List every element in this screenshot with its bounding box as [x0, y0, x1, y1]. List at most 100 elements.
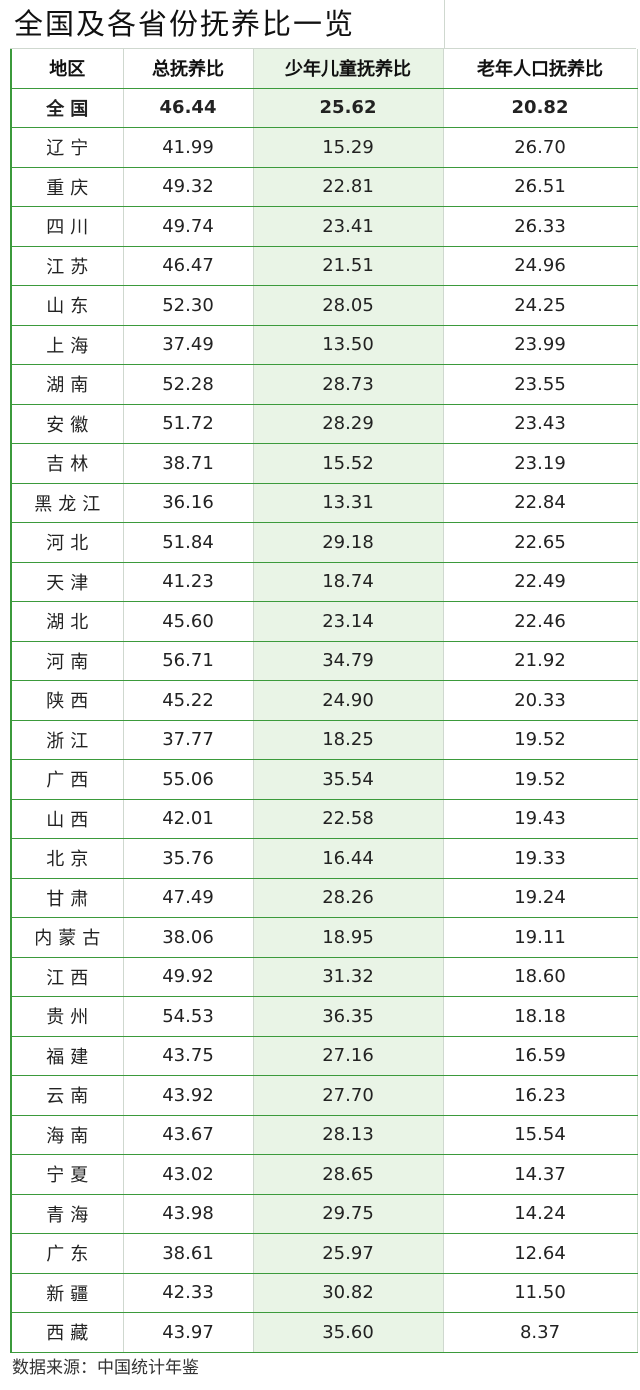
cell-total: 38.06	[123, 917, 254, 958]
table-row: 浙江 37.77 18.25 19.52	[10, 720, 638, 760]
cell-child-ratio: 15.52	[253, 443, 444, 484]
cell-region: 河南	[10, 641, 124, 681]
cell-elderly-ratio: 26.33	[443, 206, 638, 247]
cell-elderly-ratio: 19.43	[443, 799, 638, 839]
cell-child-ratio: 25.97	[253, 1233, 444, 1274]
empty-cell	[444, 0, 636, 48]
cell-region: 广西	[10, 759, 124, 800]
cell-elderly-ratio: 23.43	[443, 404, 638, 444]
cell-total: 37.77	[123, 720, 254, 760]
table-row: 青海 43.98 29.75 14.24	[10, 1194, 638, 1234]
cell-region: 四川	[10, 206, 124, 247]
cell-total: 51.72	[123, 404, 254, 444]
cell-total: 38.61	[123, 1233, 254, 1274]
cell-region: 山西	[10, 799, 124, 839]
cell-elderly-ratio: 19.11	[443, 917, 638, 958]
cell-total: 52.30	[123, 285, 254, 326]
cell-elderly-ratio: 19.24	[443, 878, 638, 918]
table-row: 辽宁 41.99 15.29 26.70	[10, 127, 638, 168]
cell-elderly-ratio: 12.64	[443, 1233, 638, 1274]
cell-region: 海南	[10, 1115, 124, 1155]
cell-region: 贵州	[10, 996, 124, 1037]
cell-region: 安徽	[10, 404, 124, 444]
cell-region: 吉林	[10, 443, 124, 484]
cell-total: 54.53	[123, 996, 254, 1037]
dependency-ratio-table: 地区 总抚养比 少年儿童抚养比 老年人口抚养比 全国 46.44 25.62 20.8…	[10, 49, 638, 1353]
cell-total: 45.60	[123, 601, 254, 642]
table-row: 江苏 46.47 21.51 24.96	[10, 246, 638, 286]
cell-child-ratio: 28.05	[253, 285, 444, 326]
cell-total: 36.16	[123, 483, 254, 523]
cell-elderly-ratio: 14.37	[443, 1154, 638, 1195]
cell-region: 新疆	[10, 1273, 124, 1313]
table-row: 吉林 38.71 15.52 23.19	[10, 443, 638, 484]
cell-child-ratio: 22.81	[253, 167, 444, 207]
cell-elderly-ratio: 22.65	[443, 522, 638, 563]
cell-elderly-ratio: 20.33	[443, 680, 638, 721]
cell-total: 49.74	[123, 206, 254, 247]
cell-region: 湖北	[10, 601, 124, 642]
table-row: 北京 35.76 16.44 19.33	[10, 838, 638, 879]
table-row: 广西 55.06 35.54 19.52	[10, 759, 638, 800]
cell-child-ratio: 36.35	[253, 996, 444, 1037]
cell-total: 35.76	[123, 838, 254, 879]
table-row: 新疆 42.33 30.82 11.50	[10, 1273, 638, 1313]
table-row: 山东 52.30 28.05 24.25	[10, 285, 638, 326]
column-header-elderly: 老年人口抚养比	[443, 49, 638, 89]
cell-child-ratio: 18.74	[253, 562, 444, 602]
spreadsheet: 全国及各省份抚养比一览 地区 总抚养比 少年儿童抚养比 老年人口抚养比 全国 46…	[10, 0, 638, 1353]
source-note: 数据来源：中国统计年鉴	[12, 1358, 199, 1378]
cell-total: 43.98	[123, 1194, 254, 1234]
cell-elderly-ratio: 24.96	[443, 246, 638, 286]
cell-total: 43.75	[123, 1036, 254, 1076]
cell-region: 云南	[10, 1075, 124, 1116]
cell-region: 黑龙江	[10, 483, 124, 523]
cell-region: 天津	[10, 562, 124, 602]
cell-child-ratio: 15.29	[253, 127, 444, 168]
cell-total: 46.47	[123, 246, 254, 286]
table-row: 广东 38.61 25.97 12.64	[10, 1233, 638, 1274]
cell-elderly-ratio: 14.24	[443, 1194, 638, 1234]
cell-child-ratio: 21.51	[253, 246, 444, 286]
cell-elderly-ratio: 22.84	[443, 483, 638, 523]
cell-child-ratio: 31.32	[253, 957, 444, 997]
cell-child-ratio: 13.50	[253, 325, 444, 365]
cell-elderly-ratio: 11.50	[443, 1273, 638, 1313]
table-row: 云南 43.92 27.70 16.23	[10, 1075, 638, 1116]
cell-total: 46.44	[123, 88, 254, 128]
table-row: 贵州 54.53 36.35 18.18	[10, 996, 638, 1037]
cell-region: 广东	[10, 1233, 124, 1274]
table-row: 内蒙古 38.06 18.95 19.11	[10, 917, 638, 958]
cell-child-ratio: 28.29	[253, 404, 444, 444]
table-row: 陕西 45.22 24.90 20.33	[10, 680, 638, 721]
title-row: 全国及各省份抚养比一览	[10, 0, 636, 49]
cell-region: 辽宁	[10, 127, 124, 168]
table-row: 四川 49.74 23.41 26.33	[10, 206, 638, 247]
cell-child-ratio: 28.65	[253, 1154, 444, 1195]
cell-child-ratio: 24.90	[253, 680, 444, 721]
cell-elderly-ratio: 26.51	[443, 167, 638, 207]
cell-total: 37.49	[123, 325, 254, 365]
cell-elderly-ratio: 22.49	[443, 562, 638, 602]
cell-region: 青海	[10, 1194, 124, 1234]
cell-region: 重庆	[10, 167, 124, 207]
table-row: 上海 37.49 13.50 23.99	[10, 325, 638, 365]
cell-total: 43.97	[123, 1312, 254, 1353]
cell-region: 上海	[10, 325, 124, 365]
cell-total: 56.71	[123, 641, 254, 681]
table-row: 海南 43.67 28.13 15.54	[10, 1115, 638, 1155]
cell-region: 湖南	[10, 364, 124, 405]
table-row: 安徽 51.72 28.29 23.43	[10, 404, 638, 444]
cell-total: 45.22	[123, 680, 254, 721]
table-row: 湖南 52.28 28.73 23.55	[10, 364, 638, 405]
column-header-region: 地区	[10, 49, 124, 89]
cell-elderly-ratio: 19.52	[443, 720, 638, 760]
cell-elderly-ratio: 23.19	[443, 443, 638, 484]
cell-elderly-ratio: 23.55	[443, 364, 638, 405]
table-row: 黑龙江 36.16 13.31 22.84	[10, 483, 638, 523]
table-row: 福建 43.75 27.16 16.59	[10, 1036, 638, 1076]
cell-child-ratio: 29.18	[253, 522, 444, 563]
cell-child-ratio: 25.62	[253, 88, 444, 128]
cell-elderly-ratio: 18.60	[443, 957, 638, 997]
cell-child-ratio: 18.95	[253, 917, 444, 958]
